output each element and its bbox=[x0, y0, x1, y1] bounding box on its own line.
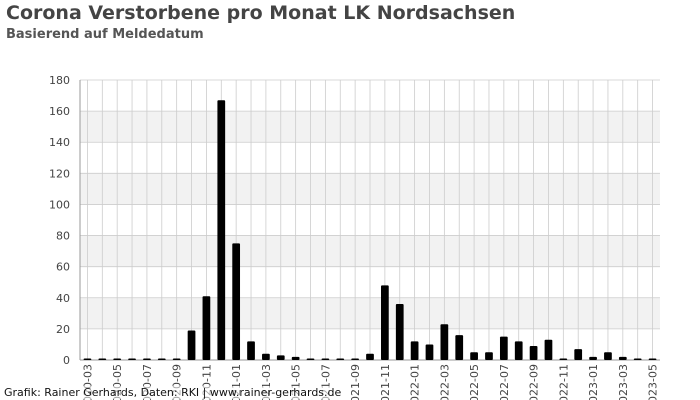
x-tick-label: 2023-03 bbox=[617, 364, 630, 400]
bar-2022-04 bbox=[455, 335, 464, 360]
bar-2022-01 bbox=[410, 341, 419, 360]
bar-2022-09 bbox=[529, 346, 538, 360]
bar-2022-02 bbox=[425, 344, 434, 360]
bar-2022-06 bbox=[485, 352, 493, 360]
bar-2020-05 bbox=[113, 358, 122, 360]
x-tick-label: 2021-09 bbox=[349, 364, 362, 400]
y-tick-label: 180 bbox=[49, 74, 70, 87]
y-tick-label: 20 bbox=[56, 323, 70, 336]
bar-2022-07 bbox=[499, 336, 508, 360]
bar-2021-07 bbox=[321, 358, 330, 360]
x-tick-label: 2022-07 bbox=[498, 364, 511, 400]
bar-2020-06 bbox=[128, 358, 136, 360]
bar-2021-04 bbox=[276, 355, 285, 360]
bar-2023-02 bbox=[604, 352, 612, 360]
bar-2021-03 bbox=[262, 353, 270, 360]
bar-2020-11 bbox=[202, 296, 211, 360]
x-tick-label: 2022-09 bbox=[528, 364, 541, 400]
x-tick-label: 2022-05 bbox=[468, 364, 481, 400]
bar-2022-03 bbox=[440, 324, 449, 360]
bar-2020-09 bbox=[172, 358, 181, 360]
x-tick-label: 2022-01 bbox=[409, 364, 422, 400]
bar-2023-03 bbox=[618, 356, 627, 360]
bar-2021-08 bbox=[336, 358, 345, 360]
x-tick-label: 2022-11 bbox=[557, 364, 570, 400]
bar-2021-06 bbox=[306, 358, 315, 360]
bar-2022-12 bbox=[574, 349, 583, 360]
bar-2021-11 bbox=[381, 285, 389, 360]
y-tick-label: 0 bbox=[63, 354, 70, 367]
bar-2020-08 bbox=[157, 358, 166, 360]
bar-2022-08 bbox=[514, 341, 523, 360]
bar-2020-07 bbox=[143, 358, 151, 360]
x-tick-label: 2021-11 bbox=[379, 364, 392, 400]
source-credit: Grafik: Rainer Gerhards, Daten: RKI | ww… bbox=[4, 386, 342, 399]
x-tick-label: 2023-05 bbox=[647, 364, 660, 400]
bar-2020-10 bbox=[187, 330, 196, 360]
bar-2023-04 bbox=[633, 358, 642, 360]
bar-2020-03 bbox=[83, 358, 92, 360]
bar-2022-05 bbox=[470, 352, 478, 360]
bar-2021-01 bbox=[232, 243, 241, 360]
y-tick-label: 140 bbox=[49, 136, 70, 149]
y-tick-label: 40 bbox=[56, 292, 70, 305]
chart-subtitle: Basierend auf Meldedatum bbox=[6, 27, 204, 42]
bar-2021-02 bbox=[247, 341, 255, 360]
bar-2023-01 bbox=[589, 356, 597, 360]
chart-title: Corona Verstorbene pro Monat LK Nordsach… bbox=[6, 2, 516, 24]
bar-2021-05 bbox=[291, 356, 300, 360]
bar-2021-10 bbox=[366, 353, 374, 360]
bar-2020-12 bbox=[217, 100, 226, 360]
bar-2020-04 bbox=[98, 358, 107, 360]
bar-2023-05 bbox=[648, 358, 657, 360]
bar-2022-11 bbox=[559, 358, 568, 360]
y-tick-label: 100 bbox=[49, 198, 70, 211]
y-tick-label: 120 bbox=[49, 167, 70, 180]
bar-2021-12 bbox=[395, 304, 404, 360]
bar-2021-09 bbox=[351, 358, 359, 360]
y-tick-label: 80 bbox=[56, 230, 70, 243]
bar-2022-10 bbox=[544, 339, 553, 360]
x-tick-label: 2022-03 bbox=[438, 364, 451, 400]
y-tick-label: 60 bbox=[56, 261, 70, 274]
x-tick-label: 2023-01 bbox=[587, 364, 600, 400]
y-tick-label: 160 bbox=[49, 105, 70, 118]
